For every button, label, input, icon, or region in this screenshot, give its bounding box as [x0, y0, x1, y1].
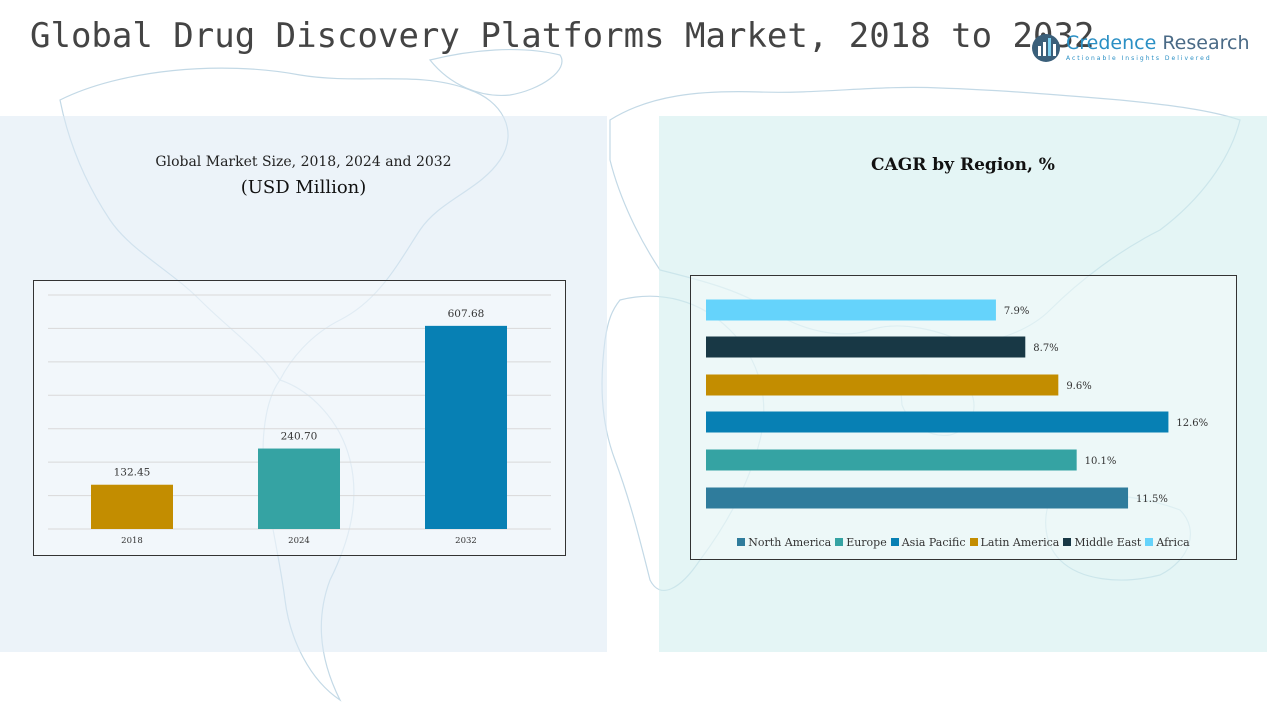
legend-item-middle-east: Middle East — [1063, 536, 1141, 549]
legend-swatch-africa — [1145, 538, 1154, 546]
data-label-2024: 240.70 — [281, 431, 318, 443]
logo-name-research: Research — [1162, 32, 1250, 54]
data-label-africa: 7.9% — [1004, 306, 1029, 317]
legend-label-north-america: North America — [748, 536, 832, 549]
bar-middle-east — [706, 336, 1026, 358]
cagr-legend: North America Europe Asia Pacific Latin Ame… — [691, 536, 1236, 549]
x-tick-label-2032: 2032 — [455, 536, 477, 546]
legend-swatch-europe — [835, 538, 844, 546]
bar-africa — [706, 299, 996, 321]
bar-2018 — [91, 484, 173, 529]
page-title: Global Drug Discovery Platforms Market, … — [30, 16, 1095, 56]
market-size-chart-title: Global Market Size, 2018, 2024 and 2032 — [155, 154, 452, 170]
company-logo: Credence Research Actionable Insights De… — [1030, 30, 1249, 70]
data-label-2018: 132.45 — [114, 467, 151, 479]
x-tick-label-2018: 2018 — [121, 536, 143, 546]
logo-icon — [1032, 34, 1060, 62]
market-size-chart-subtitle: (USD Million) — [240, 177, 367, 198]
bar-europe — [706, 449, 1077, 471]
legend-label-europe: Europe — [846, 536, 887, 549]
cagr-chart-title: CAGR by Region, % — [871, 155, 1055, 175]
legend-swatch-north-america — [737, 538, 746, 546]
data-label-north-america: 11.5% — [1136, 494, 1168, 505]
data-label-latin-america: 9.6% — [1066, 381, 1091, 392]
market-size-chart: 132.45 2018 240.70 2024 607.68 2032 — [33, 280, 566, 556]
legend-label-asia-pacific: Asia Pacific — [901, 536, 966, 549]
legend-label-latin-america: Latin America — [980, 536, 1060, 549]
logo-name-credence: Credence — [1066, 32, 1157, 54]
data-label-europe: 10.1% — [1085, 456, 1117, 467]
data-label-2032: 607.68 — [448, 308, 485, 320]
logo-tagline: Actionable Insights Delivered — [1066, 55, 1212, 62]
bar-north-america — [706, 487, 1129, 509]
legend-label-middle-east: Middle East — [1074, 536, 1142, 549]
legend-swatch-middle-east — [1063, 538, 1072, 546]
bar-latin-america — [706, 374, 1059, 396]
cagr-bar-chart: 11.5% 10.1% 12.6% 9.6% 8.7% 7.9% — [706, 299, 1208, 509]
legend-swatch-latin-america — [969, 538, 978, 546]
cagr-chart: 11.5% 10.1% 12.6% 9.6% 8.7% 7.9% North Americ… — [690, 275, 1237, 560]
legend-item-north-america: North America — [737, 536, 831, 549]
legend-item-asia-pacific: Asia Pacific — [890, 536, 966, 549]
legend-item-africa: Africa — [1145, 536, 1190, 549]
legend-item-europe: Europe — [835, 536, 887, 549]
data-label-middle-east: 8.7% — [1033, 343, 1058, 354]
legend-label-africa: Africa — [1156, 536, 1190, 549]
bar-2032 — [425, 325, 507, 529]
bar-asia-pacific — [706, 411, 1169, 433]
legend-item-latin-america: Latin America — [969, 536, 1060, 549]
market-size-bar-chart: 132.45 2018 240.70 2024 607.68 2032 — [48, 294, 551, 546]
data-label-asia-pacific: 12.6% — [1176, 418, 1208, 429]
legend-swatch-asia-pacific — [890, 538, 899, 546]
x-tick-label-2024: 2024 — [288, 536, 310, 546]
bar-2024 — [258, 448, 340, 529]
